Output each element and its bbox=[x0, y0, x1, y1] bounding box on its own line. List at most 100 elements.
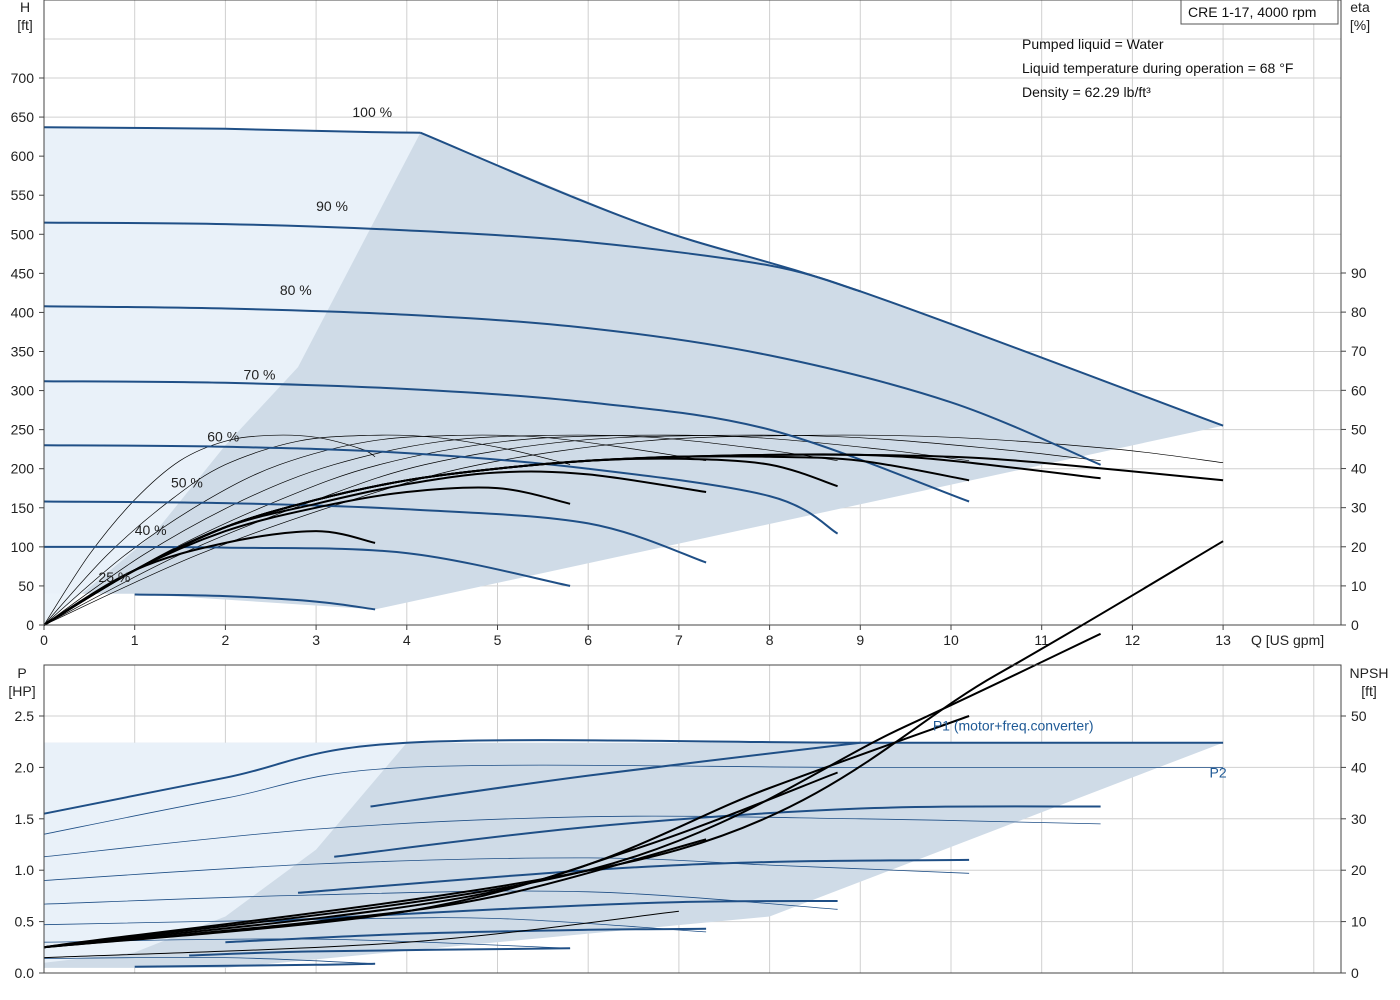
npsh-tick-label: 30 bbox=[1351, 811, 1367, 827]
head-curve-100 bbox=[43, 126, 421, 134]
p-tick-label: 0.0 bbox=[15, 965, 35, 981]
eta-tick-label: 90 bbox=[1351, 265, 1367, 281]
h-tick-label: 350 bbox=[11, 344, 35, 360]
model-box bbox=[1180, 0, 1339, 25]
p1-curve bbox=[225, 927, 707, 944]
low-speed-region bbox=[44, 127, 421, 625]
q-tick-label: 5 bbox=[494, 632, 502, 648]
eta-axis-unit: [%] bbox=[1350, 17, 1370, 33]
q-tick-label: 10 bbox=[943, 632, 959, 648]
h-tick-label: 450 bbox=[11, 265, 35, 281]
p-tick-label: 2.0 bbox=[15, 759, 35, 775]
head-curve-80 bbox=[43, 305, 1101, 466]
npsh-tick-label: 40 bbox=[1351, 759, 1367, 775]
power-npsh-chart: P1 (motor+freq.converter)P20.00.51.01.52… bbox=[8, 540, 1389, 981]
h-axis-label: H bbox=[20, 0, 30, 15]
q-tick-label: 8 bbox=[766, 632, 774, 648]
eta-curve-thin bbox=[43, 434, 571, 626]
info-line-density: Density = 62.29 lb/ft³ bbox=[1022, 84, 1151, 100]
speed-label: 70 % bbox=[244, 367, 276, 383]
npsh-curve bbox=[43, 540, 1224, 949]
q-tick-label: 2 bbox=[222, 632, 230, 648]
eta-tick-label: 40 bbox=[1351, 461, 1367, 477]
q-tick-label: 7 bbox=[675, 632, 683, 648]
p1-curve bbox=[189, 947, 571, 957]
series-label: P2 bbox=[1209, 765, 1226, 781]
speed-label: 25 % bbox=[98, 569, 130, 585]
p2-curve bbox=[43, 857, 970, 881]
h-tick-label: 650 bbox=[11, 109, 35, 125]
eta-curve bbox=[43, 453, 1224, 626]
p-tick-label: 1.0 bbox=[15, 862, 35, 878]
q-tick-label: 4 bbox=[403, 632, 411, 648]
head-curve-50 bbox=[43, 500, 707, 564]
p-axis-label: P bbox=[17, 665, 26, 681]
h-tick-label: 500 bbox=[11, 226, 35, 242]
npsh-axis-label: NPSH bbox=[1350, 665, 1389, 681]
eta-tick-label: 80 bbox=[1351, 304, 1367, 320]
eta-curve-thin bbox=[43, 434, 1101, 626]
eta-tick-label: 30 bbox=[1351, 500, 1367, 516]
speed-label: 40 % bbox=[135, 522, 167, 538]
info-line-temperature: Liquid temperature during operation = 68… bbox=[1022, 60, 1293, 76]
p2-curve bbox=[43, 917, 707, 933]
npsh-curve bbox=[43, 715, 970, 949]
q-tick-label: 0 bbox=[40, 632, 48, 648]
npsh-curve bbox=[43, 910, 679, 959]
h-tick-label: 600 bbox=[11, 148, 35, 164]
npsh-axis-unit: [ft] bbox=[1361, 683, 1377, 699]
head-curve-40 bbox=[43, 545, 571, 587]
h-tick-label: 100 bbox=[11, 539, 35, 555]
q-tick-label: 11 bbox=[1034, 632, 1049, 648]
p2-curve bbox=[43, 764, 1224, 835]
q-tick-label: 13 bbox=[1215, 632, 1231, 648]
p-tick-label: 0.5 bbox=[15, 914, 35, 930]
eta-tick-label: 60 bbox=[1351, 382, 1367, 398]
head-efficiency-chart: 100 %90 %80 %70 %60 %50 %40 %25 %0501001… bbox=[11, 0, 1370, 648]
speed-label: 80 % bbox=[280, 282, 312, 298]
head-curve-100 bbox=[420, 131, 1224, 427]
p1-curve bbox=[297, 858, 970, 894]
h-tick-label: 700 bbox=[11, 70, 35, 86]
eta-tick-label: 10 bbox=[1351, 578, 1367, 594]
eta-tick-label: 20 bbox=[1351, 539, 1367, 555]
eta-tick-label: 0 bbox=[1351, 617, 1359, 633]
p-axis-unit: [HP] bbox=[8, 683, 35, 699]
speed-label: 100 % bbox=[352, 104, 392, 120]
head-curve-60 bbox=[43, 444, 839, 535]
p-tick-label: 2.5 bbox=[15, 708, 35, 724]
p2-curve bbox=[43, 956, 376, 965]
p-tick-label: 1.5 bbox=[15, 811, 35, 827]
h-tick-label: 400 bbox=[11, 304, 35, 320]
speed-label: 50 % bbox=[171, 474, 203, 490]
npsh-tick-label: 20 bbox=[1351, 862, 1367, 878]
npsh-curve bbox=[43, 771, 838, 949]
series-label: P1 (motor+freq.converter) bbox=[933, 717, 1094, 733]
npsh-curve bbox=[43, 632, 1102, 949]
model-label: CRE 1-17, 4000 rpm bbox=[1188, 4, 1316, 20]
h-axis-unit: [ft] bbox=[17, 17, 33, 33]
h-tick-label: 150 bbox=[11, 500, 35, 516]
head-curve-25 bbox=[134, 593, 376, 611]
h-tick-label: 300 bbox=[11, 383, 35, 399]
eta-tick-label: 50 bbox=[1351, 421, 1367, 437]
q-tick-label: 3 bbox=[312, 632, 320, 648]
q-tick-label: 9 bbox=[856, 632, 864, 648]
info-line-liquid: Pumped liquid = Water bbox=[1022, 36, 1164, 52]
eta-tick-label: 70 bbox=[1351, 343, 1367, 359]
eta-curve-thin bbox=[43, 434, 376, 626]
speed-label: 60 % bbox=[207, 428, 239, 444]
q-tick-label: 1 bbox=[131, 632, 139, 648]
h-tick-label: 200 bbox=[11, 461, 35, 477]
p1-curve bbox=[370, 741, 861, 808]
npsh-tick-label: 50 bbox=[1351, 708, 1367, 724]
h-tick-label: 550 bbox=[11, 187, 35, 203]
eta-axis-label: eta bbox=[1350, 0, 1370, 15]
p2-curve bbox=[43, 890, 838, 910]
speed-label: 90 % bbox=[316, 198, 348, 214]
power-low-speed-region bbox=[44, 742, 407, 963]
x-axis-label: Q [US gpm] bbox=[1251, 632, 1324, 648]
h-tick-label: 0 bbox=[26, 617, 34, 633]
q-tick-label: 6 bbox=[584, 632, 592, 648]
